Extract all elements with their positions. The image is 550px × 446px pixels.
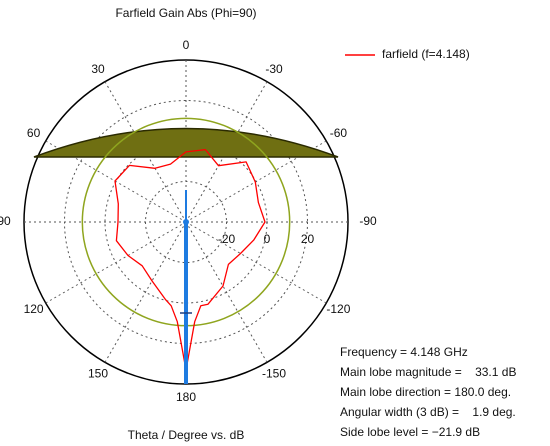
theta-tick-label: 30 [91, 62, 105, 76]
r-tick-label: 0 [264, 232, 271, 246]
info-line: Side lobe level = −21.9 dB [340, 425, 480, 439]
legend-label: farfield (f=4.148) [382, 47, 470, 61]
theta-tick-label: -60 [330, 126, 348, 140]
info-line: Angular width (3 dB) = 1.9 deg. [340, 405, 516, 419]
spoke [185, 221, 327, 304]
info-line: Main lobe magnitude = 33.1 dB [340, 365, 516, 379]
info-line: Frequency = 4.148 GHz [340, 345, 468, 359]
r-tick-label: -20 [218, 232, 236, 246]
theta-tick-label: 90 [0, 214, 11, 228]
axis-label: Theta / Degree vs. dB [128, 428, 245, 442]
spoke [185, 221, 268, 363]
spoke [104, 221, 187, 363]
theta-tick-label: 180 [176, 390, 196, 404]
series-line [114, 148, 266, 371]
r-tick-label: 20 [301, 232, 315, 246]
info-box: Frequency = 4.148 GHz Main lobe magnitude… [340, 345, 516, 439]
theta-tick-label: -30 [265, 62, 283, 76]
theta-tick-label: 150 [88, 367, 108, 381]
info-line: Main lobe direction = 180.0 deg. [340, 385, 511, 399]
theta-tick-label: -150 [262, 367, 286, 381]
theta-tick-label: 60 [27, 126, 41, 140]
chart-title: Farfield Gain Abs (Phi=90) [115, 6, 256, 20]
theta-tick-label: 0 [183, 38, 190, 52]
theta-tick-label: 120 [24, 302, 44, 316]
spoke [45, 221, 187, 304]
theta-tick-label: -90 [359, 214, 377, 228]
beam-width-dome [33, 127, 339, 158]
theta-tick-label: -120 [326, 302, 350, 316]
